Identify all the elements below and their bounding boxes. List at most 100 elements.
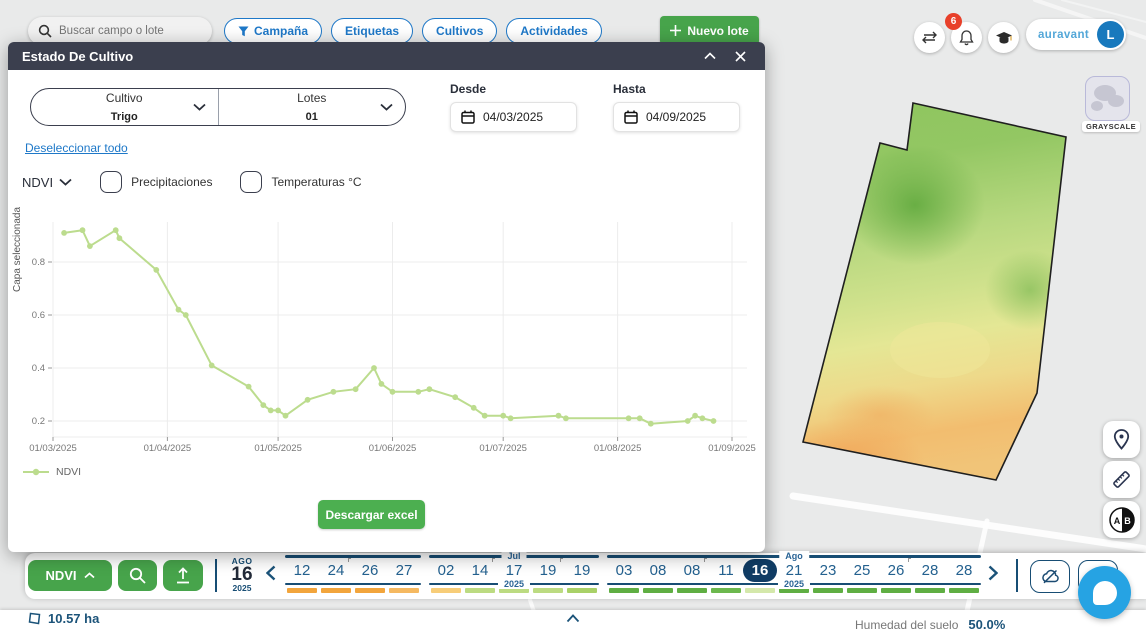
image-search-button[interactable] xyxy=(118,560,157,591)
timeline-date[interactable]: 21 xyxy=(785,561,803,579)
legend-line-swatch xyxy=(23,468,49,476)
timeline-date-selected[interactable]: 16 xyxy=(743,558,777,582)
plus-icon xyxy=(670,25,682,36)
timeline-quality-bar xyxy=(677,588,707,593)
chevron-down-icon xyxy=(192,103,206,111)
filter-etiquetas-button[interactable]: Etiquetas xyxy=(331,18,414,44)
magnifier-icon xyxy=(129,567,146,584)
polygon-area-icon xyxy=(28,612,41,625)
new-lot-button[interactable]: Nuevo lote xyxy=(660,16,759,45)
academy-button[interactable] xyxy=(988,22,1019,53)
image-source-mark xyxy=(348,557,351,562)
svg-text:01/03/2025: 01/03/2025 xyxy=(29,443,77,454)
timeline-quality-bar xyxy=(813,588,843,593)
modal-collapse-button[interactable] xyxy=(699,45,721,67)
timeline-date[interactable]: 08 xyxy=(649,561,667,579)
timeline-quality-bar xyxy=(609,588,639,593)
timeline-date[interactable]: 14 xyxy=(463,557,497,582)
swap-arrows-button[interactable] xyxy=(914,22,945,53)
svg-text:0.8: 0.8 xyxy=(32,257,45,268)
timeline-quality-bar xyxy=(321,588,351,593)
svg-text:01/04/2025: 01/04/2025 xyxy=(144,443,192,454)
timeline-date[interactable]: 28 xyxy=(955,561,973,579)
timeline-date[interactable]: 25 xyxy=(853,561,871,579)
locate-button[interactable] xyxy=(1103,421,1140,458)
timeline-quality-bar xyxy=(355,588,385,593)
timeline-quality-bar xyxy=(643,588,673,593)
filter-campana-button[interactable]: Campaña xyxy=(224,18,323,44)
desde-date-input[interactable]: 04/03/2025 xyxy=(450,102,577,132)
timeline-quality-bar xyxy=(533,588,563,593)
cloud-filter-button[interactable] xyxy=(1030,560,1070,593)
timeline-date[interactable]: 11 xyxy=(718,561,734,579)
timeline-date[interactable]: 03 xyxy=(615,561,633,579)
timeline-quality-bar xyxy=(779,588,809,593)
svg-text:A: A xyxy=(1113,516,1120,526)
timeline-date[interactable]: 28 xyxy=(921,561,939,579)
footer-collapse-button[interactable] xyxy=(566,614,580,623)
timeline-date[interactable]: 26 xyxy=(879,557,913,582)
cultivo-lotes-combo: Cultivo Trigo Lotes 01 xyxy=(30,88,406,126)
svg-text:01/09/2025: 01/09/2025 xyxy=(708,443,756,454)
layer-select[interactable]: NDVI xyxy=(22,175,72,190)
search-input[interactable] xyxy=(59,25,199,37)
ruler-icon xyxy=(1113,471,1130,488)
timeline-date[interactable]: 02 xyxy=(437,561,455,579)
timeline-next-button[interactable] xyxy=(988,565,998,581)
timeline-quality-bar xyxy=(745,588,775,593)
upload-button[interactable] xyxy=(163,560,203,591)
ndvi-chart: 01/03/2025 01/04/2025 01/05/2025 01/06/2025… xyxy=(8,210,765,460)
timeline-month-group: Ago 03 08 08 11 16 21 23 25 26 28 28 2025 xyxy=(607,551,981,593)
timeline-date[interactable]: 24 xyxy=(319,557,353,582)
download-excel-button[interactable]: Descargar excel xyxy=(318,500,425,529)
timeline-quality-bar xyxy=(465,588,495,593)
chevron-up-icon xyxy=(704,52,716,60)
timeline-date[interactable]: 19 xyxy=(573,561,591,579)
timeline-month-group: 12 24 26 27 xyxy=(285,555,421,593)
timeline-month-group: Jul 02 14 17 19 19 2025 xyxy=(429,551,599,593)
chat-logo-icon xyxy=(1092,580,1117,605)
checkbox-precipitaciones[interactable]: Precipitaciones xyxy=(100,171,212,193)
timeline-date[interactable]: 19 xyxy=(531,557,565,582)
layer-dropdown-button[interactable]: NDVI xyxy=(28,560,112,591)
checkbox-box[interactable] xyxy=(240,171,263,193)
grayscale-thumbnail[interactable] xyxy=(1085,76,1130,121)
timeline-date[interactable]: 26 xyxy=(361,561,379,579)
account-pill[interactable]: auravant L xyxy=(1026,19,1126,50)
checkbox-temperaturas[interactable]: Temperaturas °C xyxy=(240,171,362,193)
deselect-all-link[interactable]: Deseleccionar todo xyxy=(25,141,128,155)
svg-text:01/08/2025: 01/08/2025 xyxy=(594,443,642,454)
timeline-prev-button[interactable] xyxy=(266,565,276,581)
lotes-dropdown[interactable]: Lotes 01 xyxy=(217,89,406,125)
chevron-up-icon xyxy=(83,572,95,579)
chat-button[interactable] xyxy=(1078,566,1131,619)
hasta-date-input[interactable]: 04/09/2025 xyxy=(613,102,740,132)
checkbox-box[interactable] xyxy=(100,171,123,193)
timeline-date[interactable]: 12 xyxy=(293,561,311,579)
filter-cultivos-button[interactable]: Cultivos xyxy=(422,18,498,44)
cultivo-dropdown[interactable]: Cultivo Trigo xyxy=(31,89,218,125)
avatar[interactable]: L xyxy=(1097,21,1124,48)
image-source-mark xyxy=(908,557,911,562)
map-pin-icon xyxy=(1113,429,1130,450)
chevron-right-icon xyxy=(988,565,998,581)
timeline-date[interactable]: 17 xyxy=(505,561,523,579)
timeline-quality-bar xyxy=(389,588,419,593)
timeline-date[interactable]: 27 xyxy=(395,561,413,579)
calendar-icon xyxy=(461,110,475,124)
timeline-quality-bar xyxy=(287,588,317,593)
modal-title: Estado De Cultivo xyxy=(22,48,134,64)
modal-close-button[interactable] xyxy=(729,45,751,67)
bell-icon xyxy=(959,29,974,45)
search-field[interactable] xyxy=(28,17,212,45)
image-timeline: 12 24 26 27 Jul 02 14 17 19 19 2025 Ago 03 08 08 11 16 21… xyxy=(285,551,981,593)
timeline-date[interactable]: 08 xyxy=(675,557,709,582)
legend-label: NDVI xyxy=(56,466,82,478)
svg-text:01/06/2025: 01/06/2025 xyxy=(369,443,417,454)
filter-actividades-button[interactable]: Actividades xyxy=(506,18,602,44)
funnel-icon xyxy=(238,26,249,36)
measure-button[interactable] xyxy=(1103,461,1140,498)
timeline-date[interactable]: 23 xyxy=(819,561,837,579)
